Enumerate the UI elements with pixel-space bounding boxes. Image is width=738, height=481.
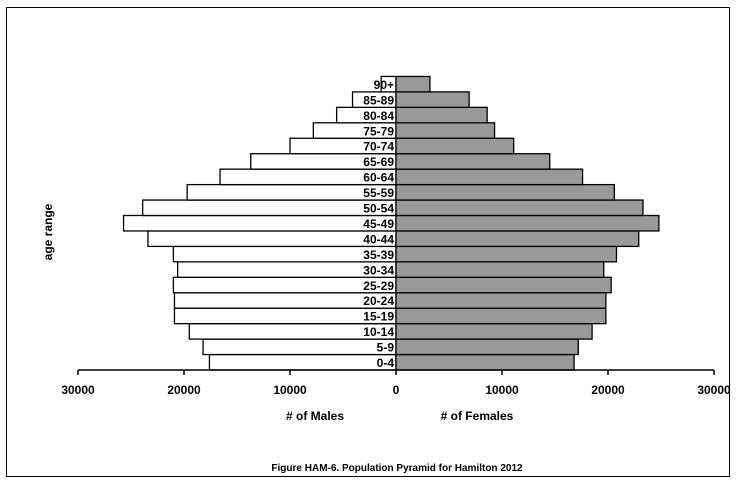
bar-males-45-49: [122, 214, 397, 232]
bar-females-70-74: [395, 137, 515, 155]
bar-females-65-69: [395, 153, 551, 170]
bar-females-30-34: [395, 261, 605, 278]
age-label-50-54: 50-54: [363, 202, 394, 216]
x-tick-label: 0: [393, 383, 400, 397]
bar-females-80-84: [395, 106, 488, 124]
age-label-55-59: 55-59: [363, 186, 394, 200]
age-label-85-89: 85-89: [363, 93, 394, 107]
age-label-5-9: 5-9: [377, 341, 395, 355]
bar-females-0-4: [395, 353, 575, 371]
bar-females-60-64: [395, 168, 584, 186]
bar-females-15-19: [395, 307, 607, 325]
bar-females-45-49: [395, 214, 660, 232]
age-label-60-64: 60-64: [363, 171, 394, 185]
bar-males-5-9: [202, 338, 397, 356]
age-label-15-19: 15-19: [363, 310, 394, 324]
bar-females-85-89: [395, 91, 470, 109]
bar-females-75-79: [395, 122, 496, 139]
age-label-75-79: 75-79: [363, 124, 394, 138]
bar-females-90+: [395, 75, 431, 93]
bar-females-55-59: [395, 183, 616, 201]
age-label-10-14: 10-14: [363, 325, 394, 339]
age-label-40-44: 40-44: [363, 232, 394, 246]
y-axis-label: age range: [41, 203, 55, 260]
x-axis-label-males: # of Males: [286, 409, 344, 423]
bar-males-0-4: [208, 353, 397, 371]
bar-females-10-14: [395, 322, 593, 340]
age-label-35-39: 35-39: [363, 248, 394, 262]
bar-females-20-24: [395, 292, 607, 309]
age-label-65-69: 65-69: [363, 155, 394, 169]
bar-females-50-54: [395, 199, 644, 217]
x-tick-label: 10000: [485, 383, 519, 397]
bar-females-5-9: [395, 338, 579, 356]
bar-females-35-39: [395, 245, 618, 263]
age-label-0-4: 0-4: [377, 356, 395, 370]
bar-females-40-44: [395, 230, 640, 248]
x-tick-label: 30000: [61, 383, 95, 397]
bar-females-25-29: [395, 276, 612, 294]
age-label-45-49: 45-49: [363, 217, 394, 231]
x-tick-label: 20000: [591, 383, 625, 397]
age-label-80-84: 80-84: [363, 109, 394, 123]
x-axis-label-females: # of Females: [441, 409, 514, 423]
x-tick-label: 10000: [273, 383, 307, 397]
bar-males-40-44: [147, 230, 397, 248]
x-tick-label: 30000: [697, 383, 731, 397]
age-label-70-74: 70-74: [363, 140, 394, 154]
age-label-20-24: 20-24: [363, 294, 394, 308]
x-tick-label: 20000: [167, 383, 201, 397]
age-label-90+: 90+: [374, 78, 394, 92]
age-label-30-34: 30-34: [363, 263, 394, 277]
bar-males-50-54: [142, 199, 397, 217]
chart-title: Figure HAM-6. Population Pyramid for Ham…: [271, 463, 523, 474]
age-label-25-29: 25-29: [363, 279, 394, 293]
